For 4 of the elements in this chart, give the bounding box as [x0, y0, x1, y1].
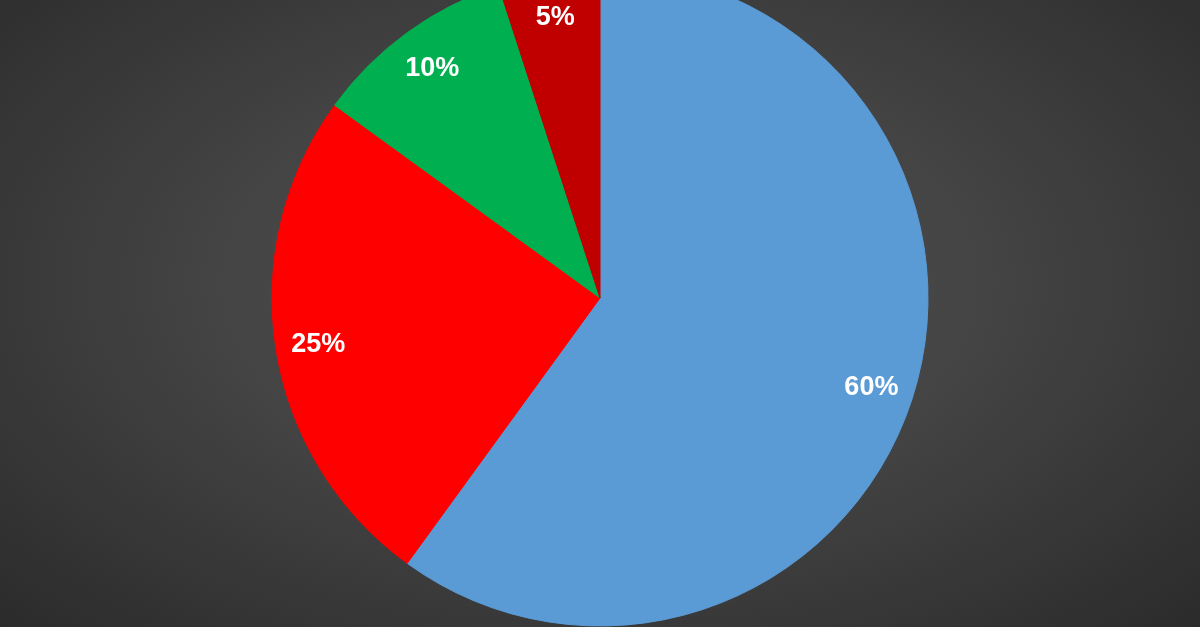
data-label: 5% — [535, 1, 575, 32]
data-label: 10% — [405, 52, 460, 83]
data-label: 25% — [291, 327, 346, 358]
data-label: 60% — [844, 371, 899, 402]
